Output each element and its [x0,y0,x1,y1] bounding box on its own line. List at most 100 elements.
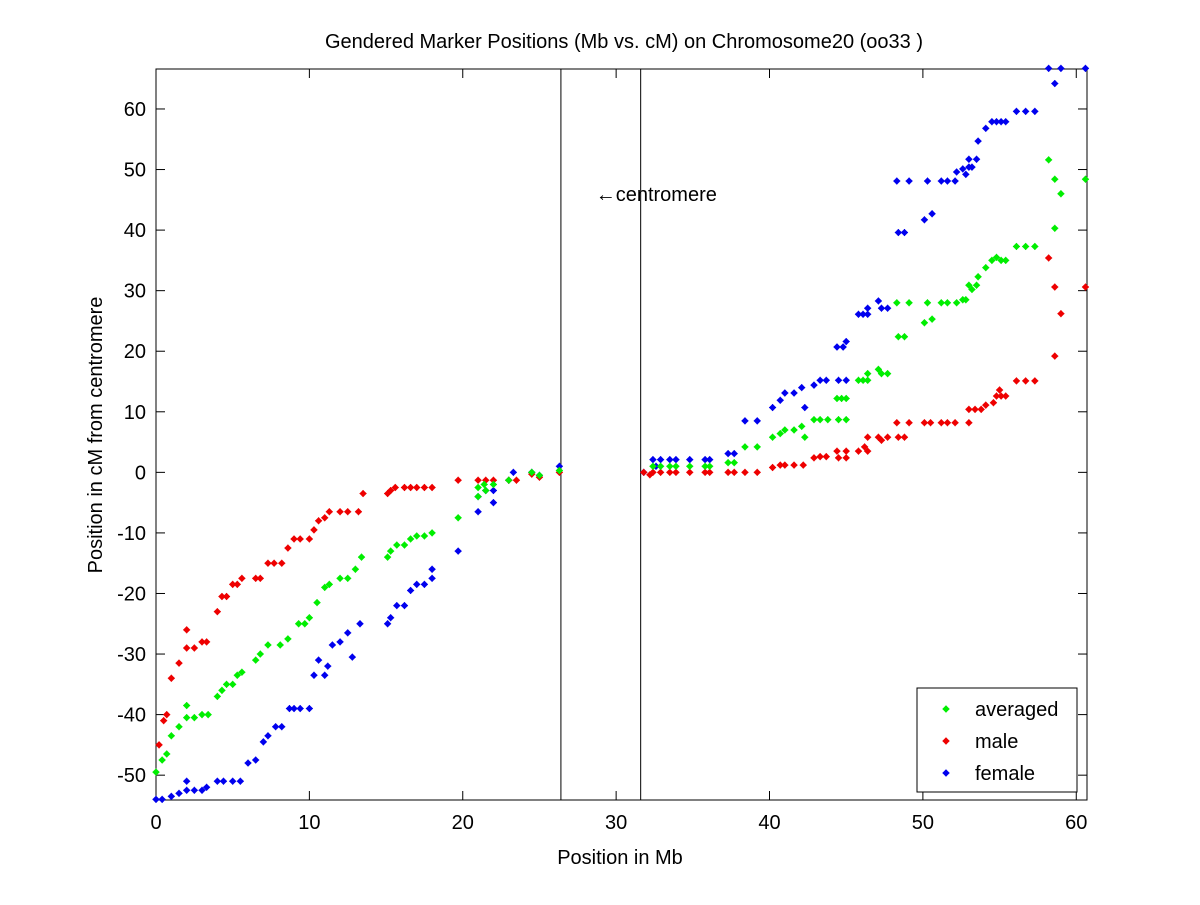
averaged-point [863,369,872,378]
female-point [781,389,789,397]
male-point [190,644,199,652]
averaged-point [351,565,360,573]
female-point [839,343,847,351]
female-point [974,137,982,145]
female-point [905,177,913,185]
male-point [270,559,278,567]
averaged-point [790,426,798,434]
female-point [182,777,191,785]
female-point [158,795,166,804]
male-point [863,433,872,441]
averaged-point [741,443,749,451]
male-point [790,461,798,469]
y-tick-label: -20 [117,583,146,605]
averaged-point [686,462,694,471]
male-point [1044,254,1053,262]
male-point [977,405,985,414]
averaged-point [505,476,513,484]
averaged-point [480,480,488,489]
averaged-point [163,750,171,758]
female-point [1002,117,1010,126]
averaged-point [753,443,761,451]
male-point [937,418,945,427]
averaged-point [965,281,973,289]
averaged-point [152,768,160,776]
averaged-point [336,574,344,583]
male-point [182,626,191,634]
female-point [686,455,694,464]
male-point [474,476,482,484]
y-tick-label: 10 [124,402,146,424]
x-axis-label: Position in Mb [557,847,683,869]
averaged-point [489,480,498,489]
male-point [386,486,395,495]
male-point [656,468,665,477]
averaged-point [233,671,241,679]
female-point [776,396,784,404]
female-point [356,620,364,628]
male-point [310,526,318,534]
female-point [972,155,981,163]
female-point [741,417,749,425]
averaged-point [776,429,784,438]
female-point [965,155,973,163]
female-point [951,177,959,185]
male-point [296,535,304,543]
data-points [152,64,1090,804]
male-point [686,468,694,477]
male-point [202,638,211,646]
averaged-point [305,613,314,622]
female-point [305,704,314,713]
averaged-point [474,483,482,492]
x-tick-label: 0 [150,812,161,834]
female-point [656,455,665,464]
female-point [420,580,429,589]
female-point [798,383,806,392]
averaged-point [801,433,809,441]
male-point [344,508,352,516]
female-point [400,601,409,610]
female-point [705,455,714,464]
averaged-point [190,713,199,722]
averaged-point [863,376,872,385]
female-point [833,343,841,351]
female-point [928,210,936,218]
female-point [649,455,657,464]
female-point [167,792,176,801]
male-point [1051,352,1059,360]
male-point [155,741,163,749]
averaged-point [900,332,909,341]
male-point [883,433,892,441]
female-point [863,304,872,312]
female-point [768,403,777,412]
female-point [943,177,952,185]
y-tick-label: -10 [117,523,146,545]
female-point [900,228,909,237]
averaged-point [428,529,436,537]
averaged-point [167,732,176,740]
female-point [920,216,929,224]
averaged-point [943,299,952,307]
x-tick-label: 60 [1065,812,1087,834]
male-point [1021,377,1030,385]
y-tick-label: 60 [124,99,146,121]
averaged-point [251,656,260,664]
female-point [834,376,843,385]
male-point [182,644,191,652]
female-point [893,177,901,185]
averaged-point [1002,256,1010,265]
female-point [489,498,498,507]
male-point [321,514,329,522]
averaged-point [482,486,490,495]
female-point [182,786,191,795]
averaged-point [357,553,366,561]
female-point [489,486,498,495]
female-point [1051,79,1059,88]
x-tick-label: 10 [298,812,320,834]
averaged-point [923,299,932,307]
male-point [995,386,1004,394]
female-point [219,777,228,785]
male-point [834,454,843,462]
male-point [213,607,222,616]
